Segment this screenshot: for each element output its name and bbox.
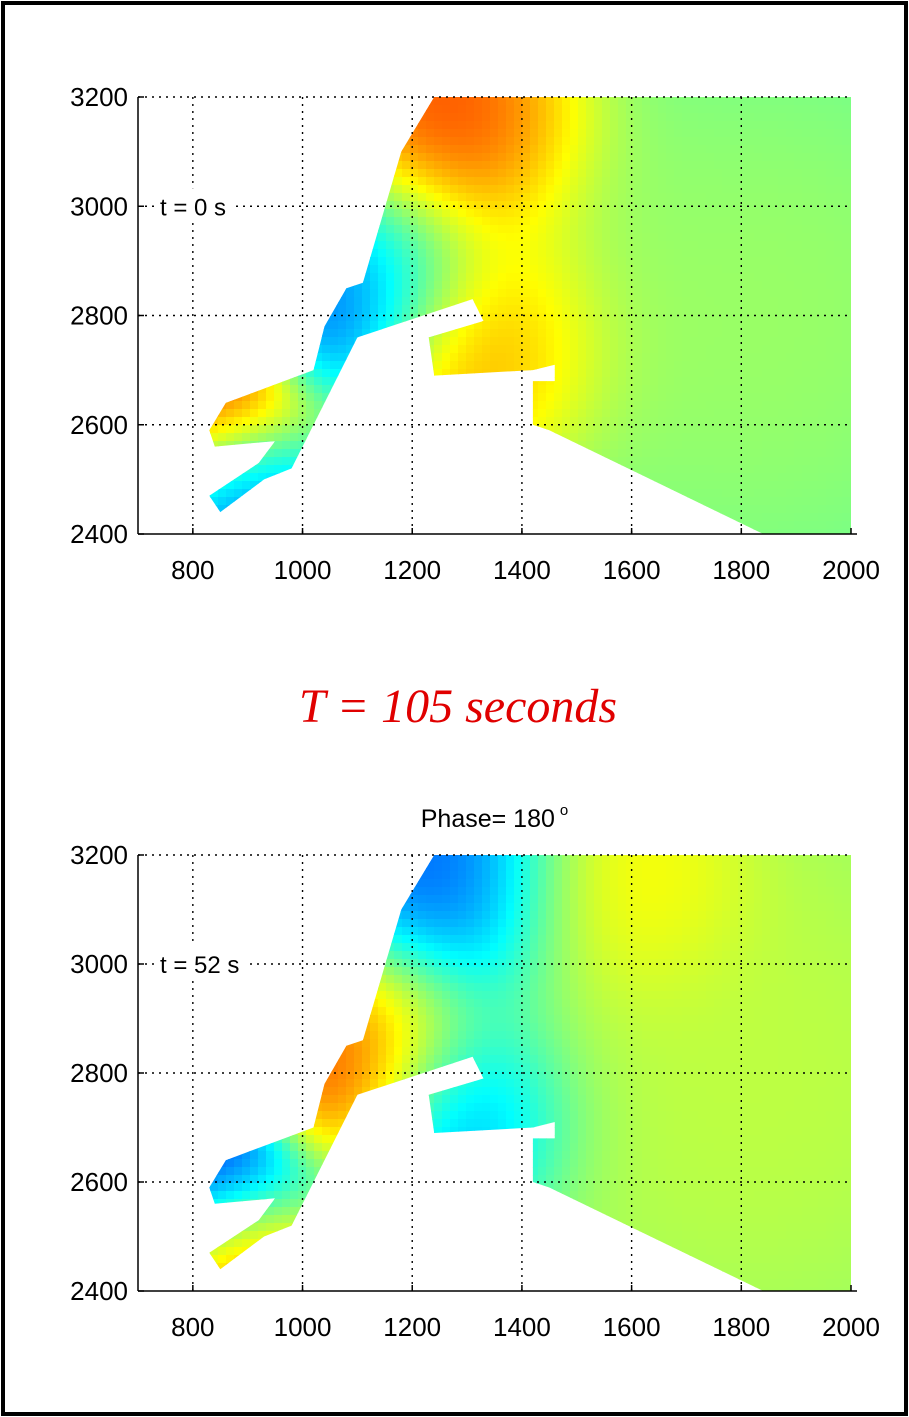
x-tick-label: 1600: [603, 555, 661, 585]
x-tick-label: 1400: [493, 1312, 551, 1342]
annotation-background: [154, 188, 235, 219]
grid-lines: [138, 96, 851, 534]
x-tick-label: 1000: [274, 555, 332, 585]
axes: 2400 2600 2800 3000 3200 800 1000 1200 1400 1600 1…: [70, 82, 880, 585]
x-tick-label: 1600: [603, 1312, 661, 1342]
x-tick-label: 1200: [383, 1312, 441, 1342]
heatmap-field: [209, 97, 852, 534]
y-tick-label: 2600: [70, 1167, 128, 1197]
y-tick-label: 3200: [70, 840, 128, 870]
time-annotation: t = 52 s: [160, 952, 239, 979]
x-tick-label: 1800: [712, 1312, 770, 1342]
x-tick-label: 2000: [822, 1312, 880, 1342]
x-tick-label: 1200: [383, 555, 441, 585]
y-tick-label: 2800: [70, 301, 128, 331]
plot-top: 2400 2600 2800 3000 3200 800 1000 1200 1400 1600 1…: [70, 82, 880, 585]
plot-bot: 2400 2600 2800 3000 3200 800 1000 1200 1400 1600 1…: [70, 802, 880, 1342]
degree-symbol: o: [560, 802, 568, 819]
y-tick-label: 2600: [70, 410, 128, 440]
annotation-background: [154, 946, 248, 976]
y-tick-label: 2400: [70, 1276, 128, 1306]
y-tick-label: 2800: [70, 1058, 128, 1088]
y-tick-label: 3000: [70, 191, 128, 221]
x-tick-label: 800: [171, 555, 214, 585]
y-tick-label: 3200: [70, 82, 128, 112]
x-tick-label: 800: [171, 1312, 214, 1342]
panel-title: Phase= 180 o: [421, 802, 569, 833]
x-tick-label: 1000: [274, 1312, 332, 1342]
x-tick-label: 2000: [822, 555, 880, 585]
axes: 2400 2600 2800 3000 3200 800 1000 1200 1400 1600 1…: [70, 840, 880, 1342]
time-annotation: t = 0 s: [160, 194, 226, 221]
grid-lines: [138, 854, 851, 1291]
y-tick-label: 3000: [70, 949, 128, 979]
center-title: T = 105 seconds: [299, 680, 617, 733]
heatmap-field: [209, 855, 852, 1291]
y-tick-label: 2400: [70, 519, 128, 549]
x-tick-label: 1800: [712, 555, 770, 585]
x-tick-label: 1400: [493, 555, 551, 585]
